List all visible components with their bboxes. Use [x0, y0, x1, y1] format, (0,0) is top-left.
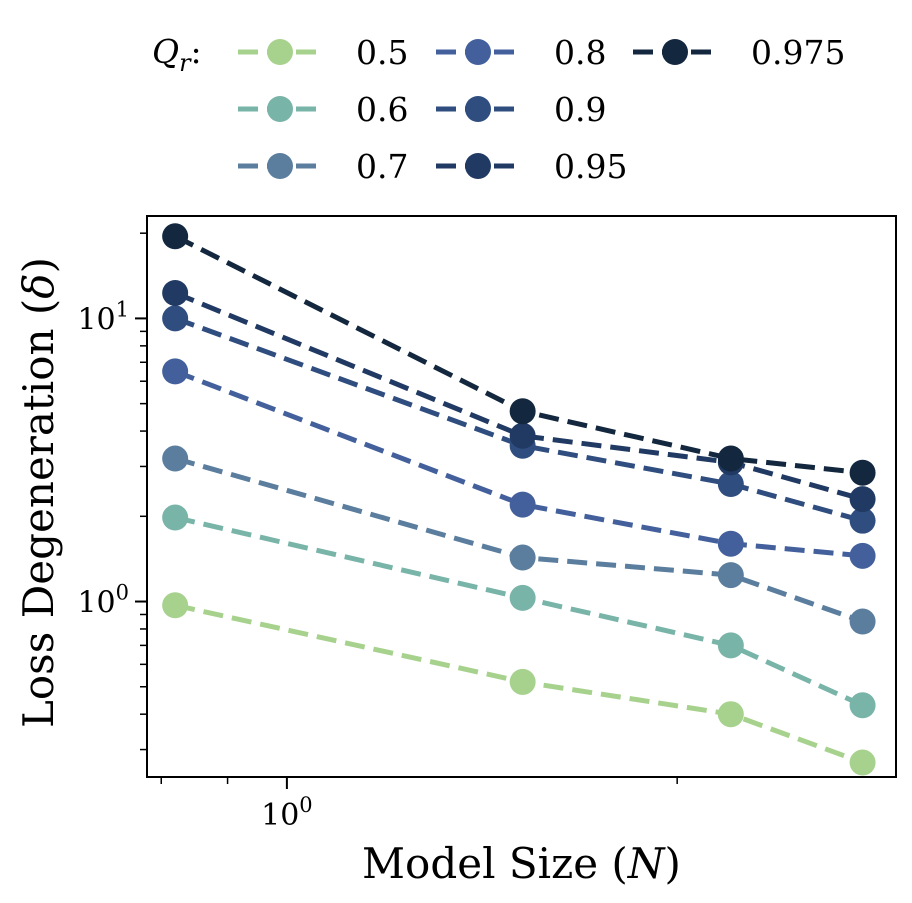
data-point-0.95: [162, 279, 189, 306]
data-point-0.8: [162, 358, 189, 385]
legend-swatch-marker: [267, 96, 293, 122]
legend-label: 0.9: [554, 90, 606, 129]
series-line-0.5: [174, 602, 864, 765]
y-tick-label-base: 10: [77, 302, 115, 337]
series-0.9: [162, 305, 876, 534]
y-tick-label-exponent: 1: [116, 297, 129, 321]
y-axis-label-suffix: ): [14, 257, 63, 273]
data-point-0.5: [162, 592, 189, 619]
y-tick-label-exponent: 0: [116, 581, 129, 605]
legend-label: 0.975: [751, 33, 845, 72]
data-point-0.975: [849, 459, 876, 486]
x-axis-label: Model Size (N): [362, 839, 681, 888]
data-point-0.8: [509, 491, 536, 518]
series-0.7: [162, 445, 876, 635]
data-point-0.8: [849, 542, 876, 569]
legend-title: Qr:: [152, 32, 202, 77]
data-point-0.6: [717, 632, 744, 659]
data-point-0.8: [717, 530, 744, 557]
x-axis-label-prefix: Model Size (: [362, 839, 628, 888]
legend-item-0.9: 0.9: [436, 90, 606, 129]
data-point-0.7: [849, 608, 876, 635]
data-point-0.7: [162, 445, 189, 472]
legend-label: 0.5: [356, 33, 408, 72]
series-line-0.8: [174, 369, 863, 559]
data-point-0.7: [717, 562, 744, 589]
series-line-0.975: [174, 234, 863, 476]
legend-label: 0.8: [554, 33, 606, 72]
y-axis-label-symbol: δ: [14, 273, 63, 298]
x-axis-label-suffix: ): [665, 839, 681, 888]
legend-item-0.975: 0.975: [633, 33, 845, 72]
legend-title-symbol: Q: [152, 32, 179, 71]
data-point-0.6: [509, 584, 536, 611]
plot-area-frame: [146, 215, 897, 778]
legend-label: 0.6: [356, 90, 408, 129]
legend-swatch-marker: [465, 96, 491, 122]
series-0.5: [162, 592, 876, 776]
data-point-0.5: [717, 701, 744, 728]
series-0.6: [162, 504, 876, 719]
data-point-0.9: [849, 507, 876, 534]
series-0.95: [162, 279, 876, 513]
data-point-0.5: [849, 749, 876, 776]
data-point-0.9: [162, 305, 189, 332]
data-point-0.6: [849, 692, 876, 719]
legend-item-0.6: 0.6: [238, 90, 408, 129]
legend-swatch-marker: [465, 39, 491, 65]
legend: Qr: 0.5 0.6 0.7 0.8 0.9 0.95 0.975: [152, 32, 845, 186]
legend-item-0.7: 0.7: [238, 147, 408, 186]
x-tick-label: 100: [261, 793, 313, 833]
data-point-0.95: [849, 486, 876, 513]
data-point-0.6: [162, 504, 189, 531]
data-point-0.95: [509, 422, 536, 449]
series-layer: [162, 223, 876, 776]
y-axis-label: Loss Degeneration (δ): [14, 257, 63, 728]
series-line-0.95: [174, 290, 864, 502]
legend-swatch-marker: [465, 153, 491, 179]
data-point-0.975: [509, 398, 536, 425]
legend-item-0.95: 0.95: [436, 147, 627, 186]
legend-label: 0.7: [356, 147, 408, 186]
series-line-0.7: [174, 456, 864, 624]
legend-label: 0.95: [554, 147, 627, 186]
x-axis-label-symbol: N: [627, 839, 666, 888]
x-tick-label-base: 10: [261, 798, 299, 833]
data-point-0.9: [717, 471, 744, 498]
legend-item-0.8: 0.8: [436, 33, 606, 72]
legend-swatch-marker: [267, 153, 293, 179]
data-point-0.975: [162, 223, 189, 250]
y-tick-label: 101: [77, 297, 129, 337]
legend-title-suffix: :: [191, 32, 202, 71]
series-line-0.6: [174, 515, 864, 708]
series-0.8: [162, 358, 876, 569]
data-point-0.975: [717, 445, 744, 472]
legend-swatch-marker: [662, 39, 688, 65]
series-line-0.9: [174, 316, 864, 524]
series-0.975: [162, 223, 876, 486]
legend-swatch-marker: [267, 39, 293, 65]
legend-title-subscript: r: [179, 49, 192, 77]
minor-ticks: [140, 232, 678, 784]
y-tick-label-base: 10: [77, 586, 115, 621]
legend-item-0.5: 0.5: [238, 33, 408, 72]
y-axis-label-prefix: Loss Degeneration (: [14, 299, 63, 728]
data-point-0.5: [509, 668, 536, 695]
y-tick-label: 100: [77, 581, 129, 621]
data-point-0.7: [509, 544, 536, 571]
x-tick-label-exponent: 0: [299, 793, 312, 817]
